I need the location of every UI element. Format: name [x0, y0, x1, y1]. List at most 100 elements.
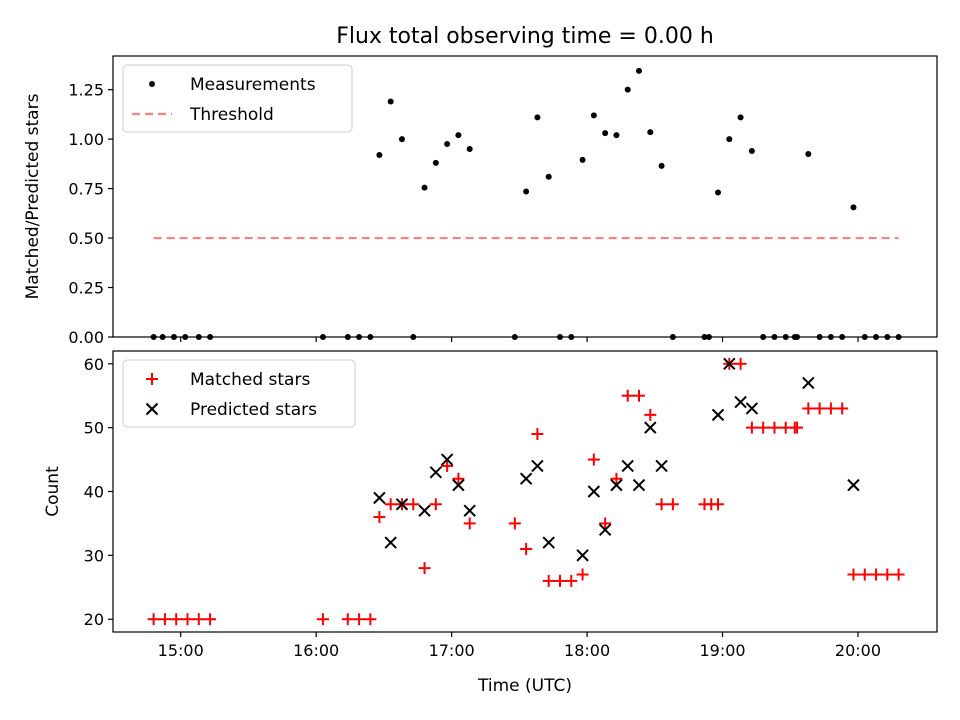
- y-tick-label: 0.25: [68, 279, 104, 298]
- predicted-point: [576, 549, 589, 562]
- predicted-point: [598, 523, 612, 537]
- matched-point: [633, 389, 646, 402]
- matched-point: [204, 613, 217, 626]
- predicted-point: [734, 395, 747, 409]
- matched-point: [712, 498, 725, 511]
- measurement-point: [602, 130, 609, 137]
- series-matched-stars: [147, 357, 905, 626]
- matched-point: [813, 402, 826, 415]
- predicted-point: [542, 536, 555, 549]
- legend-box: [122, 64, 353, 133]
- measurement-point: [805, 150, 812, 157]
- x-tick-label: 18:00: [564, 641, 610, 660]
- predicted-point: [847, 478, 860, 492]
- measurement-point: [647, 129, 654, 136]
- predicted-point: [384, 536, 397, 549]
- matched-point: [858, 568, 871, 581]
- measurement-point: [579, 156, 586, 163]
- x-tick-label: 16:00: [293, 641, 339, 660]
- measurement-point: [376, 151, 383, 158]
- matched-point: [881, 568, 894, 581]
- y-tick-label: 60: [84, 355, 104, 374]
- legend: Matched stars Predicted stars: [122, 359, 356, 428]
- predicted-point: [723, 357, 736, 370]
- predicted-point: [531, 459, 544, 473]
- predicted-point: [632, 478, 646, 492]
- x-axis-label: Time (UTC): [477, 676, 572, 696]
- measurement-point: [613, 132, 620, 139]
- series-predicted-stars: [373, 357, 860, 562]
- legend-label: Measurements: [190, 75, 316, 95]
- x-tick-label: 15:00: [158, 641, 204, 660]
- predicted-point: [587, 485, 601, 498]
- matched-point: [621, 389, 634, 402]
- predicted-point: [452, 478, 465, 492]
- matched-point: [452, 472, 465, 485]
- legend-label: Predicted stars: [190, 400, 317, 420]
- matched-point: [847, 568, 860, 581]
- x-tick-label: 19:00: [699, 641, 745, 660]
- matched-point: [316, 613, 329, 626]
- measurement-point: [726, 136, 733, 143]
- legend-label: Matched stars: [190, 370, 310, 390]
- y-axis-label: Matched/Predicted stars: [23, 93, 43, 299]
- predicted-point: [621, 459, 634, 473]
- matched-point: [892, 568, 905, 581]
- matched-point: [508, 517, 521, 530]
- chart-title: Flux total observing time = 0.00 h: [336, 24, 714, 49]
- ratio-panel: 0.00 0.25 0.50 0.75 1.00 1.25 Matched/Predicte…: [23, 55, 938, 347]
- matched-point: [463, 517, 476, 530]
- measurement-point: [850, 204, 857, 211]
- measurement-point: [455, 132, 462, 139]
- predicted-point: [644, 421, 657, 434]
- matched-point: [734, 357, 747, 370]
- matched-point: [757, 421, 770, 434]
- y-tick-label: 50: [84, 419, 104, 438]
- measurement-point: [748, 147, 755, 154]
- predicted-point: [429, 466, 443, 479]
- predicted-point: [418, 504, 431, 517]
- matched-point: [565, 574, 578, 587]
- matched-point: [147, 613, 160, 626]
- predicted-point: [440, 453, 454, 466]
- predicted-point: [655, 459, 668, 473]
- matched-point: [836, 402, 849, 415]
- matched-point: [353, 613, 366, 626]
- measurement-point: [444, 141, 451, 148]
- measurement-point: [523, 188, 530, 195]
- legend-box: [122, 359, 356, 428]
- matched-point: [373, 511, 386, 524]
- matched-point: [576, 568, 589, 581]
- matched-point: [158, 613, 171, 626]
- axes-frame: [112, 55, 938, 338]
- legend-marker: [149, 81, 155, 87]
- matched-point: [407, 498, 420, 511]
- predicted-point: [519, 472, 533, 485]
- y-tick-label: 30: [84, 546, 104, 565]
- matched-point: [768, 421, 781, 434]
- legend: Measurements Threshold: [122, 64, 353, 133]
- matched-point: [610, 472, 623, 485]
- matched-point: [644, 408, 657, 421]
- y-tick-label: 20: [84, 610, 104, 629]
- predicted-point: [711, 408, 725, 422]
- x-tick-label: 17:00: [429, 641, 475, 660]
- measurement-point: [658, 162, 665, 169]
- measurement-point: [398, 136, 405, 143]
- measurement-point: [715, 189, 722, 196]
- matched-point: [531, 428, 544, 441]
- matched-point: [870, 568, 883, 581]
- measurement-point: [387, 98, 394, 105]
- matched-point: [587, 453, 600, 466]
- x-tick-label: 20:00: [835, 641, 881, 660]
- legend-label: Threshold: [189, 105, 274, 125]
- measurement-point: [421, 184, 428, 191]
- measurement-point: [737, 114, 744, 121]
- measurement-point: [545, 173, 552, 180]
- predicted-point: [395, 498, 409, 511]
- matched-point: [441, 459, 454, 472]
- predicted-point: [802, 376, 815, 390]
- matched-point: [192, 613, 205, 626]
- measurement-point: [432, 159, 439, 166]
